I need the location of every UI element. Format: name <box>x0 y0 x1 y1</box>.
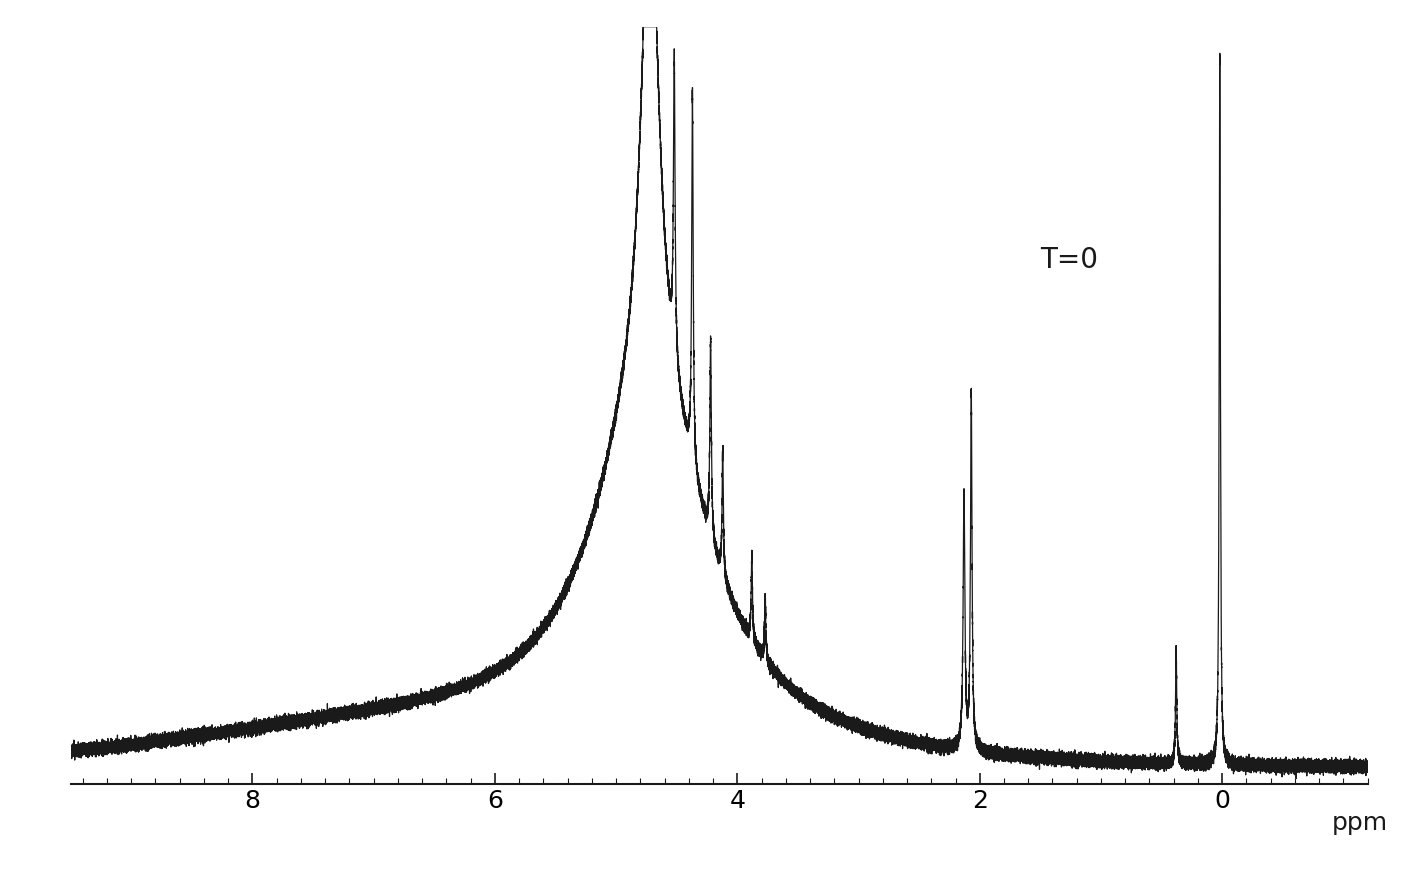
Text: ppm: ppm <box>1331 811 1387 835</box>
Text: T=0: T=0 <box>1041 246 1098 274</box>
